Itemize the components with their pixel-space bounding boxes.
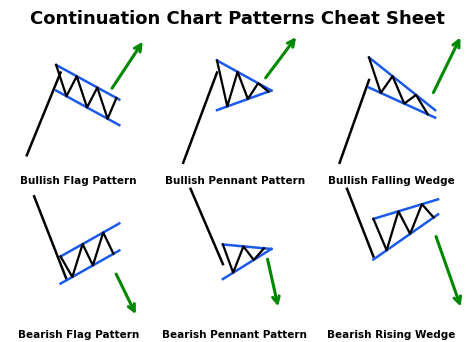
- Text: Bearish Rising Wedge: Bearish Rising Wedge: [327, 330, 455, 340]
- Text: Bullish Pennant Pattern: Bullish Pennant Pattern: [164, 176, 305, 186]
- Text: Bearish Flag Pattern: Bearish Flag Pattern: [18, 330, 139, 340]
- Text: Bullish Flag Pattern: Bullish Flag Pattern: [20, 176, 137, 186]
- Text: Continuation Chart Patterns Cheat Sheet: Continuation Chart Patterns Cheat Sheet: [29, 10, 445, 28]
- Text: Bearish Pennant Pattern: Bearish Pennant Pattern: [162, 330, 307, 340]
- Text: Bullish Falling Wedge: Bullish Falling Wedge: [328, 176, 455, 186]
